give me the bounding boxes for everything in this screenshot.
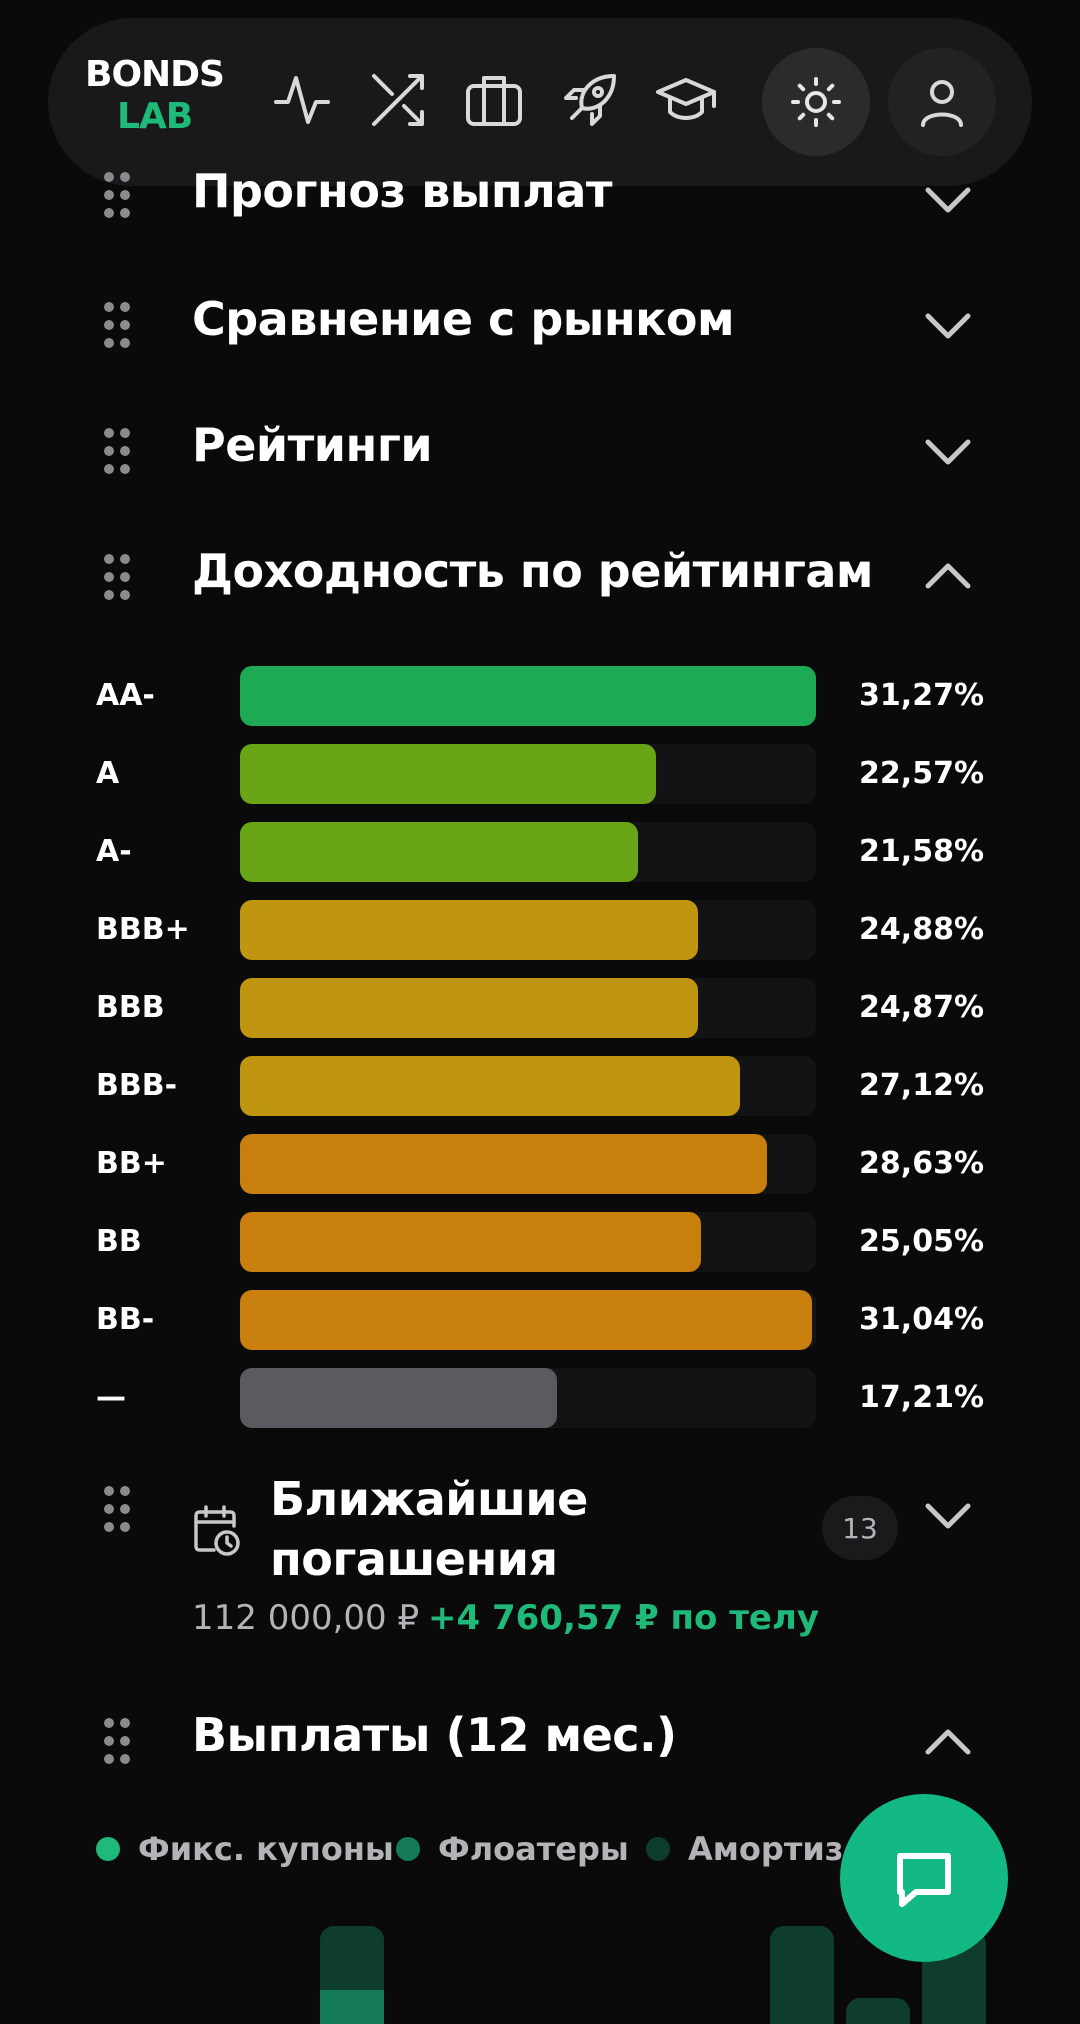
legend-label: Фикс. купоны — [138, 1830, 394, 1868]
rating-bar[interactable] — [240, 1290, 812, 1350]
payout-bar[interactable] — [846, 1998, 910, 2024]
rating-label: BB+ — [96, 1146, 167, 1181]
profile-button[interactable] — [888, 48, 996, 156]
legend-label: Амортиза — [688, 1830, 846, 1868]
rating-label: BBB — [96, 990, 165, 1025]
section-title: Прогноз выплат — [192, 164, 613, 218]
rating-label: A — [96, 756, 120, 791]
rating-label: A- — [96, 834, 132, 869]
rating-bar[interactable] — [240, 1368, 557, 1428]
rating-bar[interactable] — [240, 666, 816, 726]
rating-row: BBB- 27,12% — [0, 1056, 1080, 1116]
payout-bar-segment — [320, 1990, 384, 2024]
rating-label: BBB+ — [96, 912, 190, 947]
rating-row: BB- 31,04% — [0, 1290, 1080, 1350]
section-payouts[interactable]: Выплаты (12 мес.) — [0, 1696, 1080, 1776]
rating-value: 31,04% — [859, 1302, 984, 1337]
rating-row: BB+ 28,63% — [0, 1134, 1080, 1194]
section-title: Сравнение с рынком — [192, 292, 735, 346]
section-title: Рейтинги — [192, 418, 433, 472]
shuffle-icon[interactable] — [366, 68, 430, 132]
rating-row: — 17,21% — [0, 1368, 1080, 1428]
theme-toggle-button[interactable] — [762, 48, 870, 156]
bonds-lab-logo[interactable]: BONDS LAB — [85, 54, 225, 138]
rating-label: BBB- — [96, 1068, 178, 1103]
rocket-icon[interactable] — [558, 68, 622, 132]
rating-row: BBB 24,87% — [0, 978, 1080, 1038]
rating-label: AA- — [96, 678, 155, 713]
drag-handle-icon[interactable] — [104, 428, 134, 474]
rating-value: 24,88% — [859, 912, 984, 947]
chevron-down-icon[interactable] — [922, 184, 974, 216]
rating-label: BB — [96, 1224, 142, 1259]
rating-value: 28,63% — [859, 1146, 984, 1181]
legend-dot — [646, 1837, 670, 1861]
redemptions-amount: 112 000,00 ₽ — [192, 1598, 420, 1638]
drag-handle-icon[interactable] — [104, 1486, 134, 1532]
rating-row: AA- 31,27% — [0, 666, 1080, 726]
user-icon — [921, 80, 963, 127]
redemptions-count-badge: 13 — [822, 1496, 898, 1560]
rating-value: 25,05% — [859, 1224, 984, 1259]
rating-bar[interactable] — [240, 900, 698, 960]
rating-row: BB 25,05% — [0, 1212, 1080, 1272]
section-nearest-redemptions[interactable]: Ближайшие погашения — [0, 1470, 1080, 1670]
drag-handle-icon[interactable] — [104, 1718, 134, 1764]
section-title: Выплаты (12 мес.) — [192, 1708, 677, 1762]
logo-line-2: LAB — [117, 96, 193, 137]
rating-bar[interactable] — [240, 822, 638, 882]
chevron-down-icon[interactable] — [922, 310, 974, 342]
legend-label: Флоатеры — [438, 1830, 629, 1868]
rating-value: 17,21% — [859, 1380, 984, 1415]
section-payout-forecast[interactable]: Прогноз выплат — [0, 160, 1080, 240]
rating-bar[interactable] — [240, 744, 656, 804]
section-yield-by-rating[interactable]: Доходность по рейтингам — [0, 534, 1080, 614]
rating-label: BB- — [96, 1302, 155, 1337]
activity-icon[interactable] — [270, 68, 334, 132]
rating-bar[interactable] — [240, 1134, 767, 1194]
section-title-line-2: погашения — [270, 1532, 558, 1586]
drag-handle-icon[interactable] — [104, 554, 134, 600]
rating-label: — — [96, 1380, 126, 1415]
section-market-compare[interactable]: Сравнение с рынком — [0, 282, 1080, 362]
rating-value: 24,87% — [859, 990, 984, 1025]
legend-item-amortization[interactable]: Амортиза — [646, 1830, 846, 1868]
section-title-line-1: Ближайшие — [270, 1472, 588, 1526]
chevron-up-icon[interactable] — [922, 560, 974, 592]
rating-bar[interactable] — [240, 978, 698, 1038]
rating-value: 21,58% — [859, 834, 984, 869]
sun-icon — [791, 77, 841, 127]
rating-bar[interactable] — [240, 1056, 740, 1116]
chat-button[interactable] — [840, 1794, 1008, 1962]
chevron-up-icon[interactable] — [922, 1726, 974, 1758]
rating-value: 22,57% — [859, 756, 984, 791]
chevron-down-icon[interactable] — [922, 436, 974, 468]
legend-dot — [96, 1837, 120, 1861]
redemptions-gain: +4 760,57 ₽ по телу — [428, 1598, 820, 1638]
chevron-down-icon[interactable] — [922, 1500, 974, 1532]
rating-row: BBB+ 24,88% — [0, 900, 1080, 960]
chat-icon — [897, 1853, 951, 1907]
graduation-cap-icon[interactable] — [654, 68, 718, 132]
rating-row: A 22,57% — [0, 744, 1080, 804]
rating-value: 31,27% — [859, 678, 984, 713]
rating-bar[interactable] — [240, 1212, 701, 1272]
legend-item-floaters[interactable]: Флоатеры — [396, 1830, 629, 1868]
briefcase-icon[interactable] — [462, 68, 526, 132]
calendar-clock-icon — [194, 1505, 240, 1556]
drag-handle-icon[interactable] — [104, 302, 134, 348]
logo-line-1: BONDS — [85, 54, 225, 95]
rating-value: 27,12% — [859, 1068, 984, 1103]
payout-bar[interactable] — [770, 1926, 834, 2024]
section-ratings[interactable]: Рейтинги — [0, 408, 1080, 488]
legend-item-fixed-coupons[interactable]: Фикс. купоны — [96, 1830, 394, 1868]
legend-dot — [396, 1837, 420, 1861]
rating-row: A- 21,58% — [0, 822, 1080, 882]
drag-handle-icon[interactable] — [104, 172, 134, 218]
section-title: Доходность по рейтингам — [192, 544, 874, 598]
